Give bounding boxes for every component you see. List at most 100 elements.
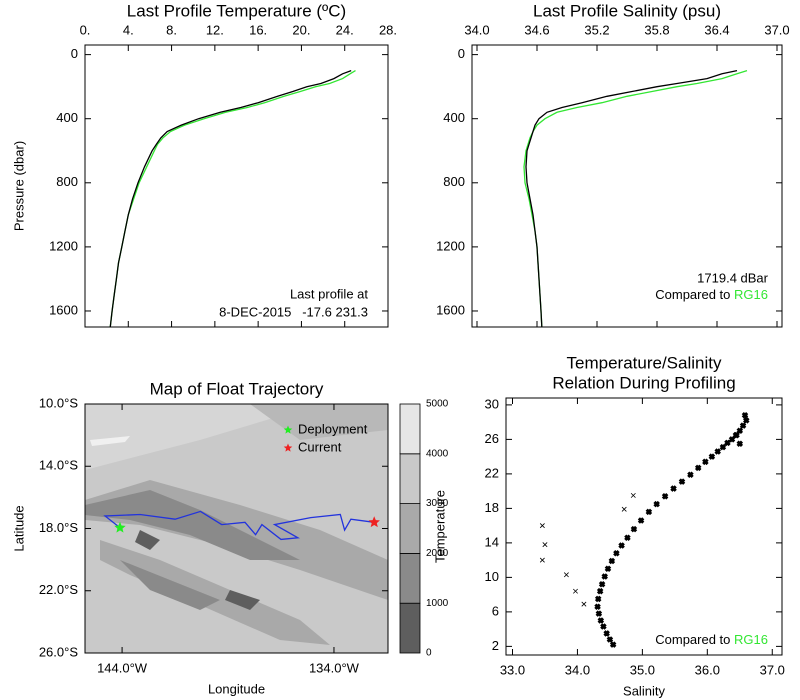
ts-point <box>604 565 612 573</box>
ts-point <box>601 573 608 580</box>
annotation: Last profile at <box>290 286 368 301</box>
ts-point <box>598 581 606 588</box>
y-tick-label: 400 <box>443 110 465 125</box>
x-axis-label: Salinity <box>623 683 665 698</box>
y-tick-label: 0 <box>458 46 465 61</box>
position-marker <box>114 521 126 533</box>
colorbar-label: 2000 <box>426 548 449 559</box>
plot-area <box>103 510 380 541</box>
y-tick-label: 10.0°S <box>39 395 79 410</box>
ts-point <box>741 411 749 419</box>
x-tick-label: 34.6 <box>524 22 549 37</box>
y-tick-label: 0 <box>71 46 78 61</box>
ts-point <box>595 610 603 617</box>
ts-point <box>736 427 744 435</box>
bathymetry-shading <box>85 404 388 653</box>
ts-point <box>539 523 545 529</box>
y-tick-label: 1600 <box>436 302 465 317</box>
ts-point <box>670 485 677 492</box>
x-tick-label: 36.0 <box>695 662 720 677</box>
plot-frame <box>471 44 783 328</box>
chart-title: Last Profile Salinity (psu) <box>533 1 721 20</box>
y-tick-label: 30 <box>485 396 499 411</box>
x-axis-label: Longitude <box>208 681 265 696</box>
colorbar-label: 4000 <box>426 448 449 459</box>
ts-point <box>687 471 694 479</box>
colorbar-label: 5000 <box>426 399 449 410</box>
ts-point <box>603 630 610 637</box>
legend-symbol <box>283 425 293 434</box>
ts-point <box>613 549 620 557</box>
x-tick-label: 12. <box>206 22 224 37</box>
y-tick-label: 18.0°S <box>39 520 79 535</box>
x-tick-label: 34.0 <box>464 22 489 37</box>
y-tick-label: 10 <box>485 569 499 584</box>
ts-point <box>694 464 702 472</box>
y-tick-label: 18 <box>485 500 499 515</box>
ts-point <box>621 506 627 512</box>
profile-line <box>525 69 738 327</box>
ts-point <box>637 517 645 524</box>
ts-point <box>733 431 740 439</box>
ts-point <box>609 641 617 648</box>
x-tick-label: 35.2 <box>584 22 609 37</box>
comparison-text: Compared to <box>655 632 730 647</box>
ts-point <box>539 557 545 563</box>
plot-area <box>539 411 750 648</box>
chart-title: Map of Float Trajectory <box>150 379 324 398</box>
profile-line <box>109 69 352 327</box>
y-tick-label: 1200 <box>436 238 465 253</box>
colorbar-segment <box>399 403 421 455</box>
colorbar-segment <box>399 553 421 604</box>
ts-point <box>661 493 669 500</box>
ts-point <box>618 542 625 549</box>
ts-point <box>719 443 727 451</box>
comparison-name: RG16 <box>734 632 768 647</box>
y-tick-label: 6 <box>492 603 499 618</box>
y-tick-label: 2 <box>492 638 499 653</box>
x-tick-label: 8. <box>166 22 177 37</box>
x-tick-label: 0. <box>80 22 91 37</box>
ts-point <box>594 603 601 610</box>
x-tick-label: 144.0°W <box>97 660 148 675</box>
ts-point <box>736 440 744 447</box>
x-tick-label: 35.0 <box>630 662 655 677</box>
legend-symbol <box>283 443 293 452</box>
comparison-note: Compared to RG16 <box>655 632 768 647</box>
ts-point <box>653 500 660 508</box>
y-tick-label: 800 <box>443 174 465 189</box>
ts-point <box>630 492 636 498</box>
x-tick-label: 34.0 <box>565 662 590 677</box>
y-axis-label: Temperature <box>432 490 447 563</box>
ts-point <box>597 617 605 624</box>
x-tick-label: 24. <box>336 22 354 37</box>
ts-point <box>624 534 631 541</box>
ts-point <box>724 439 731 447</box>
colorbar-label: 3000 <box>426 498 449 509</box>
x-tick-label: 33.0 <box>500 662 525 677</box>
comparison-name: RG16 <box>734 287 768 302</box>
chart-title: Temperature/Salinity <box>567 353 722 372</box>
annotation: 8-DEC-2015 -17.6 231.3 <box>219 304 368 319</box>
y-tick-label: 800 <box>56 174 78 189</box>
position-marker <box>368 516 380 528</box>
plot-area <box>523 69 748 327</box>
ts-point <box>743 417 750 424</box>
ts-point <box>563 572 569 578</box>
comparison-note: Compared to RG16 <box>655 287 768 302</box>
colorbar-segment <box>399 503 421 554</box>
colorbar-label: 0 <box>426 648 432 659</box>
y-tick-label: 400 <box>56 110 78 125</box>
x-tick-label: 16. <box>249 22 267 37</box>
trajectory <box>103 510 375 541</box>
ts-point <box>630 525 638 533</box>
colorbar-label: 1000 <box>426 598 449 609</box>
plot-area <box>109 69 356 327</box>
ts-point <box>714 448 721 455</box>
ts-point <box>573 588 578 594</box>
x-tick-label: 36.4 <box>704 22 729 37</box>
ts-point <box>594 595 602 603</box>
y-axis-label: Latitude <box>11 505 26 551</box>
ts-point <box>645 508 653 516</box>
